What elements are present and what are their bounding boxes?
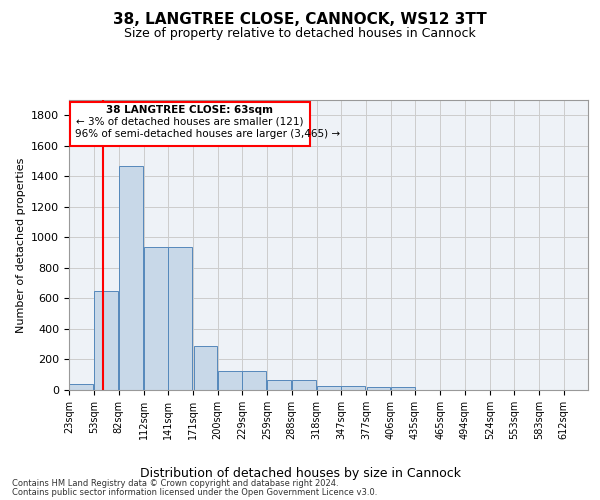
Y-axis label: Number of detached properties: Number of detached properties <box>16 158 26 332</box>
Text: ← 3% of detached houses are smaller (121): ← 3% of detached houses are smaller (121… <box>76 116 304 126</box>
Bar <box>69 384 93 390</box>
Bar <box>242 371 266 390</box>
Bar <box>391 388 415 390</box>
Bar <box>218 371 242 390</box>
Text: 38, LANGTREE CLOSE, CANNOCK, WS12 3TT: 38, LANGTREE CLOSE, CANNOCK, WS12 3TT <box>113 12 487 28</box>
Bar <box>367 388 391 390</box>
Bar <box>119 166 143 390</box>
Bar <box>317 386 341 390</box>
Bar <box>341 386 365 390</box>
Text: Distribution of detached houses by size in Cannock: Distribution of detached houses by size … <box>139 468 461 480</box>
Bar <box>144 248 168 390</box>
Bar <box>194 346 217 390</box>
Bar <box>70 102 310 146</box>
Text: 96% of semi-detached houses are larger (3,465) →: 96% of semi-detached houses are larger (… <box>75 128 340 138</box>
Bar <box>268 380 292 390</box>
Text: Contains HM Land Registry data © Crown copyright and database right 2024.: Contains HM Land Registry data © Crown c… <box>12 479 338 488</box>
Bar <box>169 248 192 390</box>
Bar <box>94 291 118 390</box>
Text: 38 LANGTREE CLOSE: 63sqm: 38 LANGTREE CLOSE: 63sqm <box>106 106 274 116</box>
Text: Size of property relative to detached houses in Cannock: Size of property relative to detached ho… <box>124 28 476 40</box>
Bar <box>292 380 316 390</box>
Text: Contains public sector information licensed under the Open Government Licence v3: Contains public sector information licen… <box>12 488 377 497</box>
